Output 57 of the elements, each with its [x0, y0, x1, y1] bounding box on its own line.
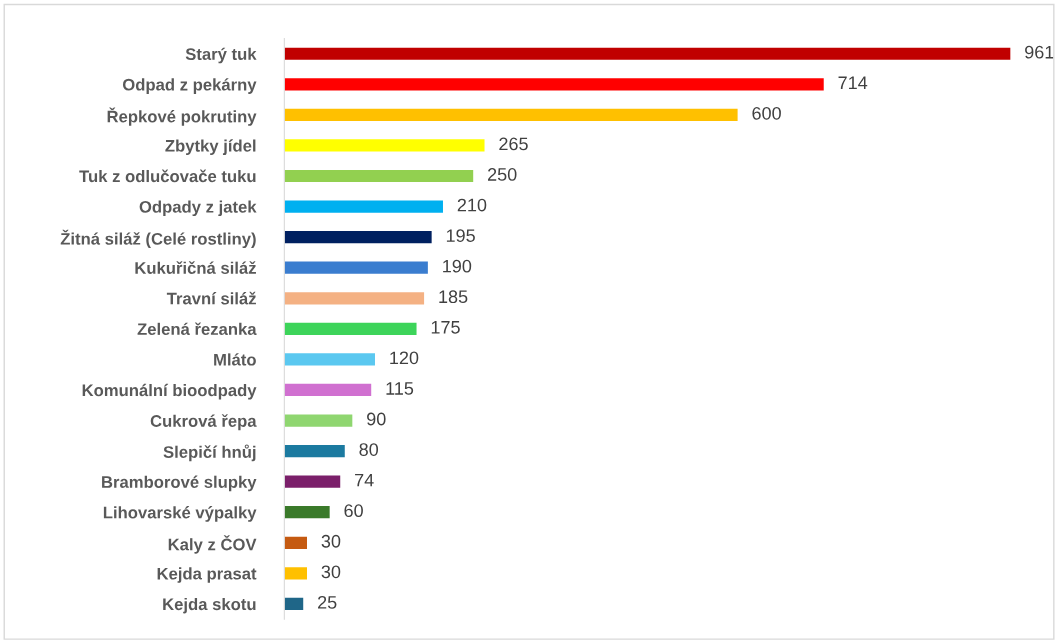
bar: [284, 506, 330, 519]
bar: [284, 169, 474, 183]
y-tick-label: Travní siláž: [166, 291, 256, 305]
y-tick-label: Žitná siláž (Celé rostliny): [60, 229, 256, 249]
bar: [284, 475, 341, 488]
bar: [284, 139, 485, 152]
bar: [284, 414, 353, 427]
data-label: 210: [457, 198, 487, 212]
y-tick-label: Řepkové pokrutiny: [107, 107, 257, 126]
data-label: 74: [355, 473, 374, 487]
data-label: 30: [321, 565, 341, 579]
data-label: 30: [321, 534, 341, 548]
data-label: 25: [318, 595, 337, 609]
bar: [284, 231, 432, 244]
y-tick-label: Lihovarské výpalky: [103, 506, 257, 522]
y-tick-label: Tuk z odlučovače tuku: [79, 169, 256, 183]
data-label: 90: [367, 412, 386, 426]
data-label: 190: [443, 259, 472, 273]
bar: [284, 322, 417, 335]
y-tick-label: Kaly z ČOV: [168, 535, 257, 554]
y-tick-label: Cukrová řepa: [150, 414, 257, 431]
data-label: 714: [838, 76, 868, 89]
y-tick-label: Kejda skotu: [163, 597, 256, 614]
y-tick-label: Komunální bioodpady: [82, 383, 257, 400]
data-label: 120: [390, 351, 419, 365]
bar: [284, 567, 307, 580]
data-label: 115: [386, 382, 414, 395]
y-tick-label: Zbytky jídel: [165, 139, 256, 156]
data-label: 185: [439, 290, 468, 304]
bar: [284, 108, 738, 121]
y-tick-label: Mláto: [214, 353, 256, 366]
data-label: 600: [752, 106, 781, 120]
y-tick-label: Kejda prasat: [157, 567, 257, 583]
y-tick-label: Starý tuk: [185, 47, 257, 64]
bar: [284, 383, 372, 397]
bar: [284, 536, 307, 549]
bar: [284, 47, 1011, 60]
bar: [284, 292, 425, 305]
y-tick-label: Zelená řezanka: [137, 322, 257, 336]
y-tick-label: Kukuřičná siláž: [135, 261, 256, 274]
y-tick-label: Odpady z jatek: [139, 200, 257, 217]
y-tick-label: Slepičí hnůj: [163, 444, 256, 462]
bar: [284, 78, 824, 91]
bar: [284, 261, 428, 274]
data-label: 961: [1025, 45, 1054, 59]
data-label: 80: [359, 443, 379, 456]
bar: [284, 444, 345, 458]
data-label: 250: [488, 168, 517, 181]
bar: [284, 597, 304, 611]
data-label: 60: [344, 504, 363, 518]
data-label: 265: [499, 137, 528, 151]
bar: [284, 353, 375, 366]
data-label: 195: [446, 229, 475, 242]
y-tick-label: Bramborové slupky: [102, 475, 257, 492]
data-label: 175: [431, 321, 460, 334]
y-tick-label: Odpad z pekárny: [122, 78, 257, 94]
bar: [284, 200, 443, 213]
